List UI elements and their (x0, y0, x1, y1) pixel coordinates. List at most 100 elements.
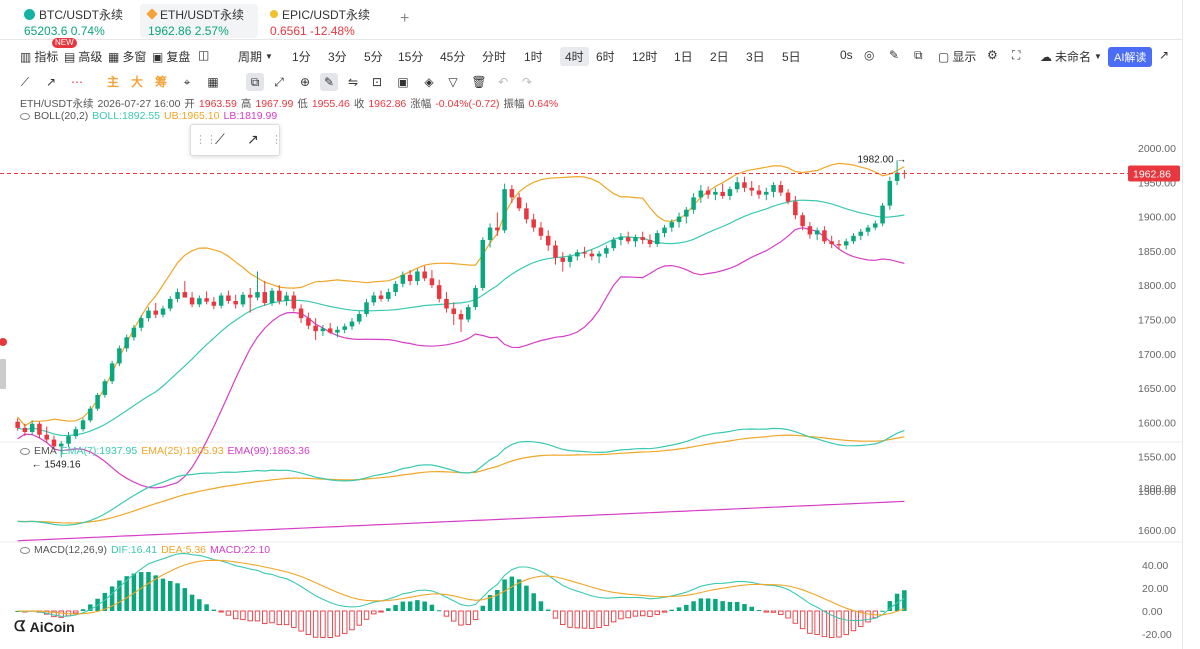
speed-button[interactable]: 0s (840, 48, 853, 62)
save-icon[interactable]: ▣ (397, 75, 409, 89)
candle-body (567, 256, 573, 262)
boll-ub: UB:1965.10 (164, 110, 220, 122)
timeframe-2[interactable]: 5分 (364, 50, 383, 64)
macd-histogram-bar (378, 610, 384, 613)
copy-icon[interactable]: ⧉ (246, 73, 264, 91)
candle-body (633, 237, 638, 242)
candle (495, 212, 500, 236)
macd-histogram-bar (160, 578, 166, 611)
macd-histogram-bar (342, 610, 348, 634)
external-icon[interactable]: ⧉ (914, 48, 923, 62)
macd-histogram-bar (698, 598, 704, 611)
replay-button[interactable]: ▣ 复盘 (152, 48, 190, 65)
timeframe-3[interactable]: 15分 (398, 50, 424, 64)
macd-histogram-bar (502, 579, 507, 611)
floating-draw-toolbar[interactable]: ⋮⋮ ⟋ ↗ ⋮ (190, 124, 282, 156)
multi-window-button[interactable]: ▦ 多窗 (108, 48, 146, 65)
timeframe-12[interactable]: 3日 (746, 50, 765, 64)
macd-histogram-bar (451, 610, 457, 622)
timeframe-0[interactable]: 1分 (292, 50, 311, 64)
timeframe-4[interactable]: 45分 (440, 50, 466, 64)
chart-type-button[interactable]: ◫ (198, 48, 209, 62)
macd-histogram-bar (472, 610, 479, 620)
timeframe-11[interactable]: 2日 (710, 50, 729, 64)
macd-histogram-bar (232, 610, 239, 620)
candle (575, 249, 580, 261)
candle-body (749, 187, 754, 191)
pen-icon[interactable]: ✎ (889, 48, 900, 62)
candle-body (509, 189, 515, 198)
indicators-button[interactable]: ▥ 指标 (20, 48, 58, 65)
candle-body (836, 244, 842, 246)
macd-histogram-bar (843, 610, 849, 636)
macd-histogram-bar (610, 610, 617, 623)
timeframe-10[interactable]: 1日 (674, 50, 693, 64)
timeframe-9[interactable]: 12时 (632, 50, 658, 64)
timeframe-5[interactable]: 分时 (482, 50, 507, 64)
cycle-dropdown[interactable]: 周期 ▼ (238, 48, 273, 65)
add-tab-button[interactable]: + (400, 10, 410, 27)
candle (604, 245, 609, 258)
line-icon[interactable]: ↗ (247, 131, 259, 147)
calendar-icon[interactable]: ▦ (207, 75, 219, 89)
drag-handle-icon[interactable]: ⋮ (271, 134, 282, 146)
filter-icon[interactable]: ▽ (448, 75, 458, 89)
advanced-button[interactable]: ▤ 高级 (64, 48, 102, 65)
timeframe-13[interactable]: 5日 (782, 50, 801, 64)
drag-handle-icon[interactable]: ⋮⋮ (195, 134, 217, 146)
macd-histogram-bar (691, 601, 696, 611)
eye-icon[interactable] (20, 112, 30, 120)
timeframe-1[interactable]: 3分 (328, 50, 347, 64)
macd-histogram-bar (422, 601, 427, 611)
layout-name-dropdown[interactable]: ☁ 未命名 ▼ (1040, 48, 1102, 65)
lock-icon[interactable]: ⊡ (371, 75, 383, 89)
crosshair-icon[interactable]: ⌖ (183, 75, 191, 89)
ai-analysis-button[interactable]: AI解读 (1108, 47, 1153, 67)
timeframe-6[interactable]: 1时 (524, 50, 543, 64)
link-icon[interactable]: ⇋ (347, 75, 359, 89)
ruler-icon[interactable]: ⟋ (215, 131, 225, 147)
settings-icon[interactable]: ⚙ (987, 48, 998, 62)
line-icon[interactable]: ↗ (45, 75, 57, 89)
share-icon[interactable]: ↗ (1159, 48, 1170, 62)
brush-icon[interactable]: ✎ (320, 73, 338, 91)
main-tool[interactable]: 主 (106, 75, 119, 89)
macd-histogram-bar (51, 610, 57, 618)
trash-icon[interactable]: 🗑 (471, 75, 487, 89)
fullscreen-icon[interactable]: ⛶ (1012, 48, 1021, 62)
dots-icon[interactable]: ⋯ (71, 75, 83, 89)
indicators-icon: ▥ (20, 49, 32, 64)
candle-body (58, 443, 64, 447)
tag-icon[interactable]: ◈ (424, 75, 434, 89)
chip-tool[interactable]: 筹 (154, 75, 167, 89)
tab-epic[interactable]: EPIC/USDT永续 0.6561 -12.48% (262, 4, 386, 38)
tab-btc[interactable]: BTC/USDT永续 65203.6 0.74% (16, 4, 140, 38)
expand-icon[interactable]: ⤢ (274, 75, 284, 89)
magnet-icon[interactable]: ⊕ (299, 75, 311, 89)
tab-eth[interactable]: ETH/USDT永续 1962.86 2.57% (140, 4, 258, 38)
timeframe-7[interactable]: 4时 (560, 47, 589, 66)
big-order-tool[interactable]: 大 (130, 75, 143, 89)
redo-icon[interactable]: ↷ (521, 75, 533, 89)
candle-body (429, 278, 435, 286)
macd-histogram-bar (661, 610, 668, 613)
candle-body (378, 295, 384, 299)
macd-axis-label: 0.00 (1142, 606, 1163, 618)
candle-body (705, 190, 711, 195)
price-chart[interactable]: 2000.001950.001900.001850.001800.001750.… (0, 94, 1182, 649)
timeframe-8[interactable]: 6时 (596, 50, 615, 64)
camera-icon[interactable]: ◎ (864, 48, 875, 62)
macd-histogram-bar (400, 601, 406, 611)
eye-icon[interactable] (20, 447, 30, 455)
macd-histogram-bar (640, 610, 646, 617)
legend-low-label: 低 (297, 98, 308, 110)
macd-axis-label: -20.00 (1142, 629, 1172, 641)
candle-body (422, 271, 427, 279)
macd-histogram-bar (407, 601, 413, 611)
display-button[interactable]: ▢ 显示 (938, 48, 976, 65)
undo-icon[interactable]: ↶ (497, 75, 509, 89)
ruler-icon[interactable]: ⟋ (20, 75, 30, 89)
macd-histogram-bar (153, 575, 158, 611)
eye-icon[interactable] (20, 546, 30, 554)
candle-body (880, 205, 885, 224)
